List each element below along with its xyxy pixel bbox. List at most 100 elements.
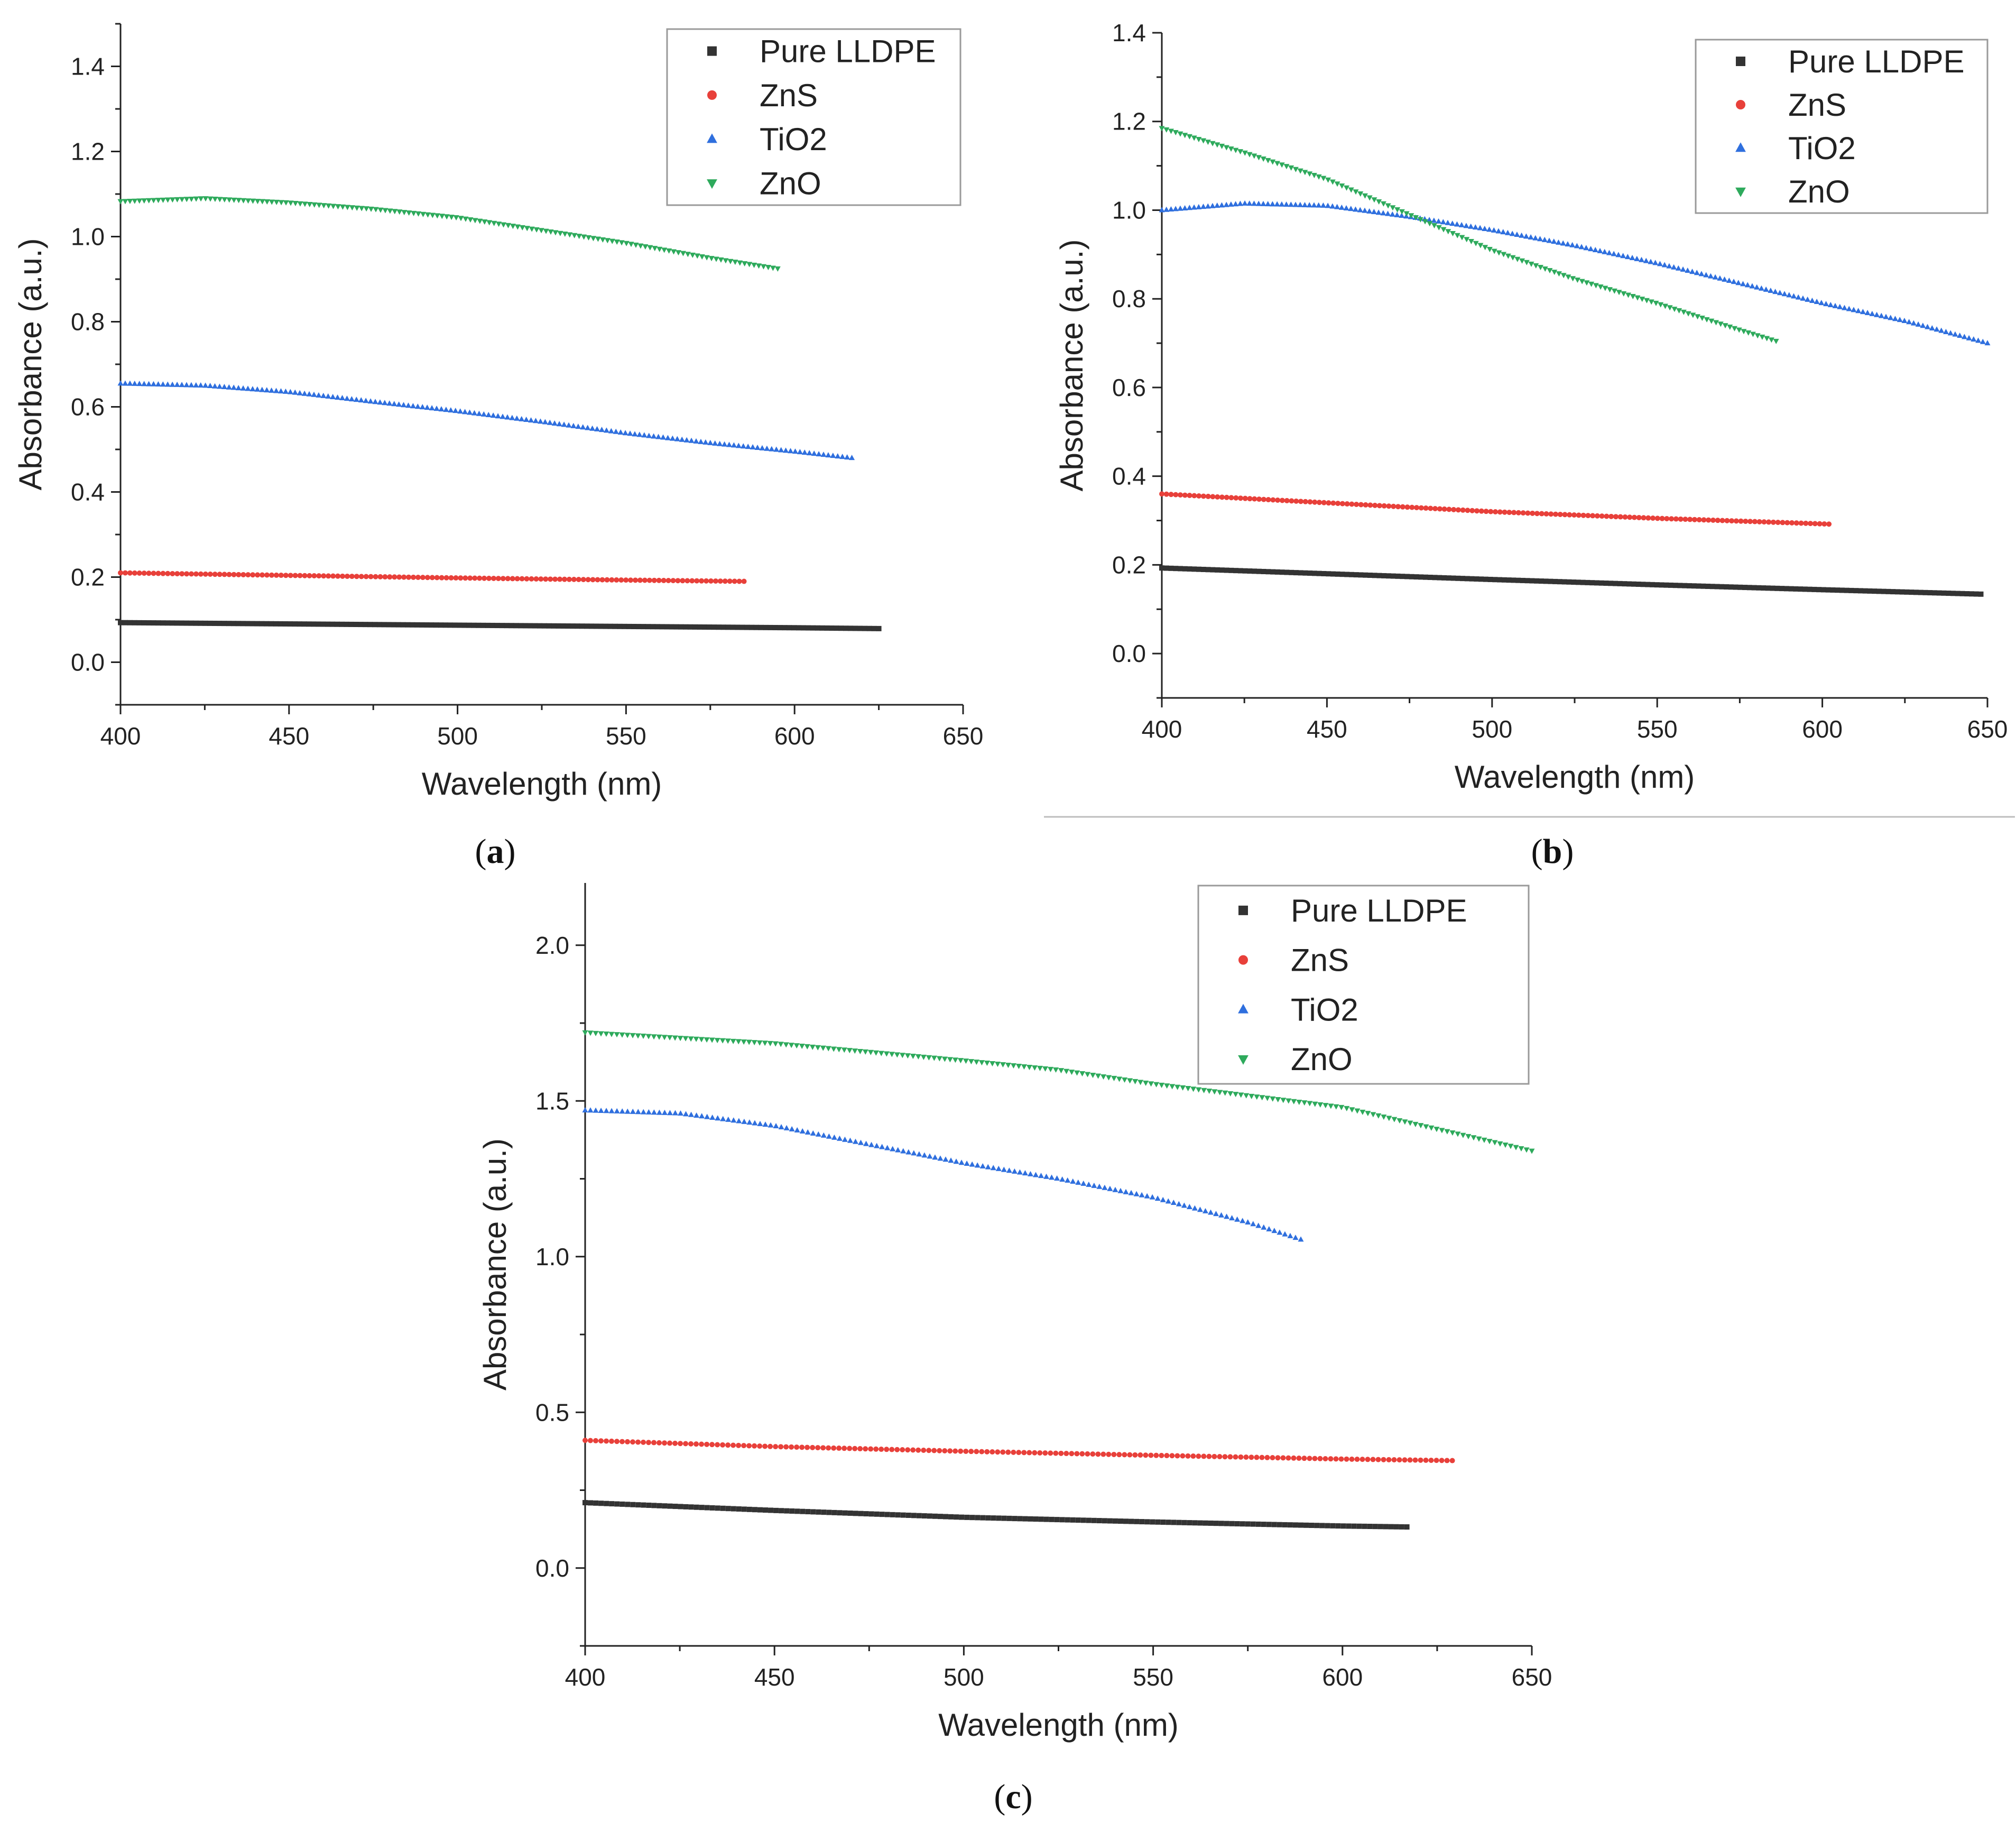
data-point bbox=[741, 1039, 747, 1045]
data-point bbox=[964, 1161, 970, 1166]
data-point bbox=[1329, 179, 1336, 185]
data-point bbox=[1802, 586, 1808, 592]
data-point bbox=[1127, 1078, 1133, 1084]
y-tick-label: 1.0 bbox=[1112, 196, 1146, 224]
data-point bbox=[556, 421, 562, 427]
data-point bbox=[434, 575, 440, 581]
data-point bbox=[1634, 295, 1641, 301]
data-point bbox=[537, 418, 543, 424]
data-point bbox=[212, 620, 218, 626]
data-point bbox=[302, 201, 308, 207]
data-point bbox=[1478, 508, 1484, 514]
data-point bbox=[504, 623, 510, 629]
data-point bbox=[593, 1438, 599, 1443]
data-point bbox=[1302, 570, 1308, 576]
data-point bbox=[1519, 232, 1525, 238]
data-point bbox=[387, 208, 393, 214]
data-point bbox=[1574, 278, 1580, 283]
data-point bbox=[141, 570, 147, 576]
data-point bbox=[1064, 1451, 1069, 1457]
data-point bbox=[1095, 1073, 1102, 1079]
data-point bbox=[613, 428, 619, 434]
data-point bbox=[1477, 225, 1483, 231]
data-point bbox=[1079, 1451, 1085, 1457]
data-point bbox=[1181, 1202, 1187, 1208]
data-point bbox=[1528, 234, 1534, 240]
data-point bbox=[264, 199, 270, 205]
data-point bbox=[1069, 1451, 1075, 1457]
series-pure-lldpe bbox=[118, 620, 882, 631]
data-point bbox=[1302, 201, 1308, 207]
data-point bbox=[1086, 1181, 1092, 1187]
data-point bbox=[259, 621, 265, 627]
data-point bbox=[884, 1512, 890, 1517]
data-point bbox=[1261, 496, 1266, 502]
data-point bbox=[1714, 584, 1720, 590]
data-point bbox=[884, 1145, 891, 1150]
data-point bbox=[1240, 1521, 1245, 1527]
data-point bbox=[1381, 1457, 1386, 1462]
data-point bbox=[1074, 1451, 1080, 1457]
data-point bbox=[1650, 515, 1656, 521]
data-point bbox=[725, 1442, 731, 1448]
data-point bbox=[1968, 591, 1974, 597]
data-point bbox=[1399, 1524, 1404, 1530]
data-point bbox=[1205, 567, 1211, 573]
data-point bbox=[973, 1060, 979, 1065]
data-point bbox=[745, 444, 751, 449]
data-point bbox=[1621, 291, 1627, 297]
data-point bbox=[548, 229, 554, 235]
data-point bbox=[1746, 585, 1752, 591]
data-point bbox=[669, 624, 674, 630]
data-point bbox=[1101, 1451, 1106, 1457]
data-point bbox=[995, 1449, 1001, 1455]
data-point bbox=[1255, 1521, 1261, 1527]
data-point bbox=[548, 576, 553, 582]
data-point bbox=[1016, 1169, 1023, 1175]
data-point bbox=[1048, 1450, 1053, 1456]
data-point bbox=[557, 231, 563, 236]
data-point bbox=[614, 1501, 620, 1507]
data-point bbox=[1724, 584, 1730, 590]
data-point bbox=[1910, 320, 1917, 326]
data-point bbox=[1790, 293, 1797, 299]
data-point bbox=[463, 216, 469, 222]
data-point bbox=[593, 623, 599, 629]
data-point bbox=[1409, 574, 1414, 579]
data-point bbox=[452, 622, 458, 628]
data-point bbox=[562, 232, 568, 237]
data-point bbox=[283, 200, 289, 206]
data-point bbox=[1180, 1453, 1186, 1459]
data-point bbox=[1422, 219, 1428, 225]
data-point bbox=[741, 1118, 747, 1124]
data-point bbox=[677, 1036, 683, 1042]
data-point bbox=[628, 577, 634, 583]
data-point bbox=[1402, 1119, 1408, 1125]
data-point bbox=[905, 1447, 911, 1453]
data-point bbox=[401, 574, 407, 580]
data-point bbox=[514, 224, 521, 230]
data-point bbox=[957, 1058, 964, 1064]
data-point bbox=[1219, 567, 1225, 573]
data-point bbox=[529, 576, 534, 582]
data-point bbox=[533, 418, 539, 424]
data-point bbox=[1200, 204, 1207, 209]
data-point bbox=[202, 196, 209, 202]
data-point bbox=[1423, 1124, 1429, 1130]
data-point bbox=[1252, 496, 1257, 502]
data-point bbox=[603, 623, 608, 629]
data-point bbox=[1885, 588, 1891, 594]
data-point bbox=[1150, 1519, 1155, 1525]
data-point bbox=[320, 621, 326, 627]
data-point bbox=[789, 1508, 795, 1514]
data-point bbox=[1817, 521, 1823, 527]
data-point bbox=[1317, 1102, 1324, 1108]
data-point bbox=[931, 1448, 937, 1453]
chart-panel-b: 400 450 500 550 600 6500.00.20.40.60.81.01.21… bbox=[1054, 19, 2008, 871]
data-point bbox=[1654, 515, 1660, 521]
data-point bbox=[1323, 1103, 1329, 1109]
data-point bbox=[894, 1052, 900, 1058]
data-point bbox=[1163, 127, 1170, 133]
data-point bbox=[1123, 1518, 1129, 1524]
data-point bbox=[1330, 571, 1336, 577]
